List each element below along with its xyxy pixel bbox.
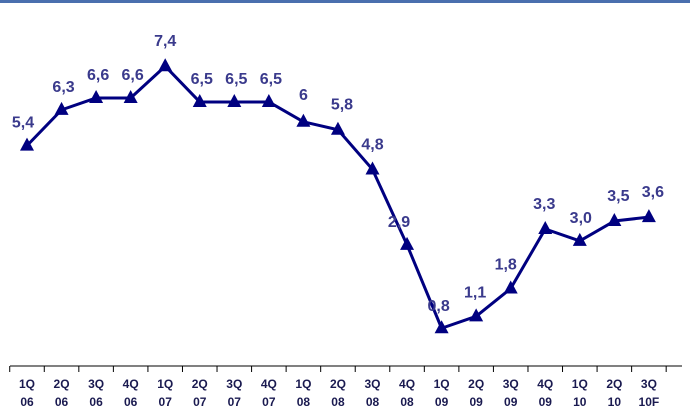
data-label: 7,4 [154, 33, 176, 50]
x-tick-label-quarter: 2Q [468, 377, 484, 391]
x-tick-label-year: 08 [400, 395, 414, 409]
x-tick-label-year: 07 [193, 395, 207, 409]
x-tick-label-quarter: 1Q [295, 377, 311, 391]
x-tick-label-quarter: 1Q [157, 377, 173, 391]
x-tick-label-year: 07 [262, 395, 276, 409]
data-label: 1,8 [495, 257, 517, 274]
data-point-marker [158, 58, 172, 71]
data-label: 6 [299, 87, 308, 104]
data-label: 0,8 [427, 298, 449, 315]
x-tick-label-year: 07 [228, 395, 242, 409]
data-label: 5,8 [331, 97, 353, 114]
x-tick-labels-group: 1Q 06 2Q 06 3Q 06 4Q 06 1Q 07 2Q 07 3Q 07 4Q 07 1Q 08 2Q 08… [19, 377, 659, 409]
x-tick-label-year: 07 [159, 395, 173, 409]
x-tick-label-quarter: 3Q [503, 377, 519, 391]
x-tick-label-year: 06 [20, 395, 34, 409]
data-point-marker [538, 221, 552, 234]
x-tick-label-quarter: 4Q [399, 377, 415, 391]
data-label: 6,3 [52, 79, 74, 96]
x-tick-label-quarter: 3Q [641, 377, 657, 391]
x-tick-label-year: 09 [469, 395, 483, 409]
x-tick-label-quarter: 2Q [54, 377, 70, 391]
x-tick-label-quarter: 4Q [123, 377, 139, 391]
data-label: 6,6 [122, 67, 144, 84]
data-label: 6,5 [191, 71, 213, 88]
x-tick-label-quarter: 1Q [434, 377, 450, 391]
data-label: 6,5 [260, 71, 282, 88]
x-tick-label-quarter: 4Q [261, 377, 277, 391]
x-tick-label-year: 08 [331, 395, 345, 409]
x-tick-label-year: 06 [89, 395, 103, 409]
x-tick-label-year: 10 [573, 395, 587, 409]
x-tick-label-year: 09 [504, 395, 518, 409]
data-label: 3,5 [607, 188, 629, 205]
data-point-marker [400, 237, 414, 250]
x-tick-label-quarter: 2Q [192, 377, 208, 391]
x-tick-label-quarter: 2Q [330, 377, 346, 391]
data-point-marker [469, 308, 483, 321]
x-tick-label-quarter: 2Q [606, 377, 622, 391]
x-tick-label-quarter: 1Q [19, 377, 35, 391]
data-point-marker [642, 209, 656, 222]
x-tick-label-year: 08 [297, 395, 311, 409]
data-label: 1,1 [464, 284, 486, 301]
data-label: 6,6 [87, 67, 109, 84]
x-tick-label-year: 06 [124, 395, 138, 409]
x-tick-label-quarter: 1Q [572, 377, 588, 391]
x-tick-label-year: 09 [539, 395, 553, 409]
x-tick-label-quarter: 3Q [88, 377, 104, 391]
data-label: 3,6 [642, 184, 664, 201]
x-axis [10, 366, 682, 372]
data-label: 5,4 [12, 115, 34, 132]
data-labels-group: 5,4 6,3 6,6 6,6 7,4 6,5 6,5 6,5 6 5,8 4,8 2,9 0,8 1,1… [12, 33, 664, 315]
x-tick-label-year: 08 [366, 395, 380, 409]
x-tick-label-year: 09 [435, 395, 449, 409]
x-tick-label-quarter: 4Q [537, 377, 553, 391]
x-tick-label-quarter: 3Q [364, 377, 380, 391]
x-tick-label-quarter: 3Q [226, 377, 242, 391]
data-label: 2,9 [388, 214, 410, 231]
data-label: 3,3 [533, 196, 555, 213]
x-tick-label-year: 10F [639, 395, 660, 409]
data-label: 6,5 [225, 71, 247, 88]
data-label: 4,8 [361, 136, 383, 153]
data-label: 3,0 [570, 210, 592, 227]
x-tick-label-year: 10 [608, 395, 622, 409]
x-tick-label-year: 06 [55, 395, 69, 409]
